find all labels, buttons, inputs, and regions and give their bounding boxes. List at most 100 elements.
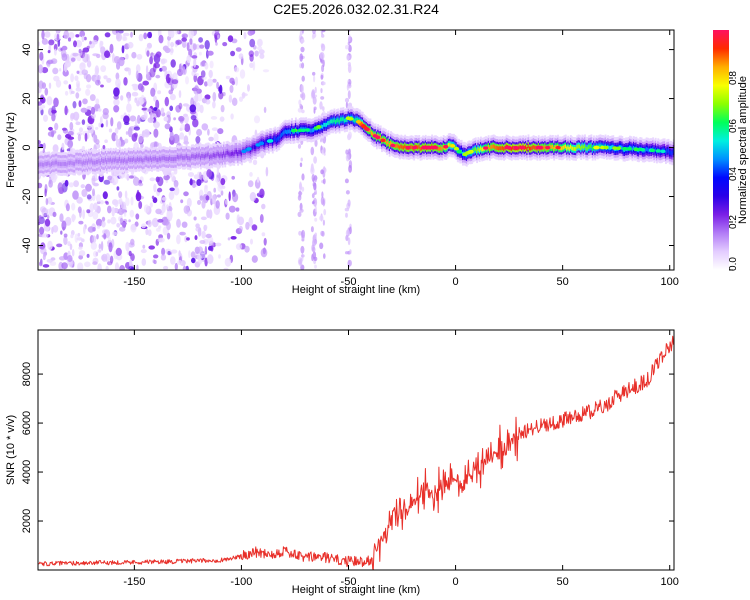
spectrogram-ridge-cell (419, 146, 422, 151)
noise-blob (212, 91, 217, 102)
noise-blob (47, 50, 51, 54)
spectrogram-ridge-cell (167, 157, 170, 162)
noise-blob (96, 234, 99, 240)
noise-blob (95, 126, 99, 130)
spectrogram-peak (268, 139, 274, 143)
spectrogram-ridge-cell (144, 156, 147, 161)
spectrogram-ridge-cell (530, 146, 532, 151)
noise-blob (90, 241, 98, 250)
noise-blob (310, 226, 314, 233)
noise-blob (301, 229, 306, 239)
colorbar-tick-label: 0.6 (728, 119, 739, 133)
noise-blob (129, 259, 133, 268)
noise-blob (130, 31, 133, 38)
noise-blob (215, 200, 220, 209)
spectrogram-ridge-cell (202, 154, 205, 159)
noise-blob (115, 78, 121, 88)
noise-blob (39, 226, 45, 235)
noise-blob (120, 114, 124, 120)
noise-blob (198, 37, 204, 43)
noise-blob (205, 195, 210, 201)
noise-blob (138, 182, 144, 187)
spectrogram-ridge-cell (58, 161, 61, 166)
spectrogram-ridge-cell (59, 162, 62, 167)
spectrogram-ridge-cell (397, 144, 400, 149)
noise-blob (64, 216, 72, 226)
noise-blob (158, 225, 162, 229)
noise-blob (230, 236, 237, 240)
noise-blob (217, 34, 220, 39)
noise-blob (79, 62, 86, 71)
noise-blob (204, 62, 209, 70)
noise-blob (54, 48, 57, 56)
noise-blob (201, 123, 209, 131)
spectrogram-ridge-cell (68, 161, 71, 166)
spectrogram-ridge-cell (369, 128, 372, 133)
spectrogram-ridge-cell (77, 160, 80, 164)
spectrogram-peak (555, 145, 561, 150)
noise-blob (72, 52, 79, 57)
noise-blob (170, 249, 178, 254)
noise-blob (61, 45, 68, 51)
noise-blob (107, 261, 113, 266)
noise-blob (142, 80, 149, 86)
spectrogram-ridge-cell (330, 119, 333, 124)
spectrogram-ridge-cell (503, 147, 505, 151)
spectrogram-ridge-cell (151, 158, 153, 162)
spectrogram-ridge-cell (189, 156, 192, 161)
spectrogram-ridge-cell (273, 137, 276, 142)
noise-blob (174, 262, 178, 270)
spectrogram-ridge-cell (67, 160, 70, 165)
spectrogram-ridge-cell (220, 152, 223, 157)
noise-blob (180, 199, 184, 204)
noise-blob (138, 133, 144, 144)
noise-blob (38, 182, 43, 189)
spectrogram-ridge-cell (566, 146, 568, 151)
spectrogram-ridge-cell (336, 118, 338, 123)
noise-blob (61, 220, 67, 231)
noise-blob (99, 116, 103, 125)
spectrogram-peak (506, 145, 512, 150)
noise-blob (215, 242, 222, 247)
noise-blob (75, 80, 81, 89)
x-tick-label: -150 (123, 276, 145, 288)
noise-blob (98, 122, 101, 128)
noise-blob (300, 157, 303, 162)
spectrogram-ridge-cell (609, 145, 612, 150)
y-tick-label: 8000 (21, 362, 33, 386)
spectrogram-peak (450, 144, 456, 148)
noise-blob (299, 53, 304, 62)
spectrogram-ridge-cell (387, 140, 390, 145)
spectrogram-ridge-cell (130, 157, 133, 162)
spectrogram-ridge-cell (482, 147, 485, 152)
noise-blob (311, 33, 315, 40)
spectrogram-ridge-cell (185, 154, 188, 159)
spectrogram-ridge-cell (327, 121, 329, 126)
noise-blob (212, 78, 217, 83)
noise-blob (46, 59, 54, 65)
spectrogram-ridge-cell (85, 159, 88, 164)
noise-blob (86, 209, 91, 214)
noise-blob (76, 132, 83, 136)
spectrogram-ridge-cell (223, 151, 225, 156)
noise-blob (261, 232, 266, 237)
noise-blob (179, 231, 186, 236)
noise-blob (183, 140, 190, 145)
noise-blob (160, 254, 167, 261)
spectrogram-ridge-cell (154, 156, 157, 161)
noise-blob (115, 139, 122, 148)
spectrogram-ridge-cell (95, 160, 98, 164)
noise-blob (319, 101, 323, 110)
noise-blob (169, 93, 176, 101)
noise-blob (186, 55, 191, 64)
noise-blob (153, 141, 158, 148)
noise-blob (228, 94, 233, 103)
spectrogram-ridge-cell (418, 144, 421, 149)
noise-blob (136, 100, 140, 107)
noise-blob (38, 140, 41, 149)
spectrogram-x-label: Height of straight line (km) (292, 284, 420, 296)
spectrogram-ridge-cell (198, 153, 201, 158)
noise-blob (52, 144, 59, 153)
spectrogram-ridge-cell (341, 117, 344, 122)
noise-blob (313, 75, 316, 83)
